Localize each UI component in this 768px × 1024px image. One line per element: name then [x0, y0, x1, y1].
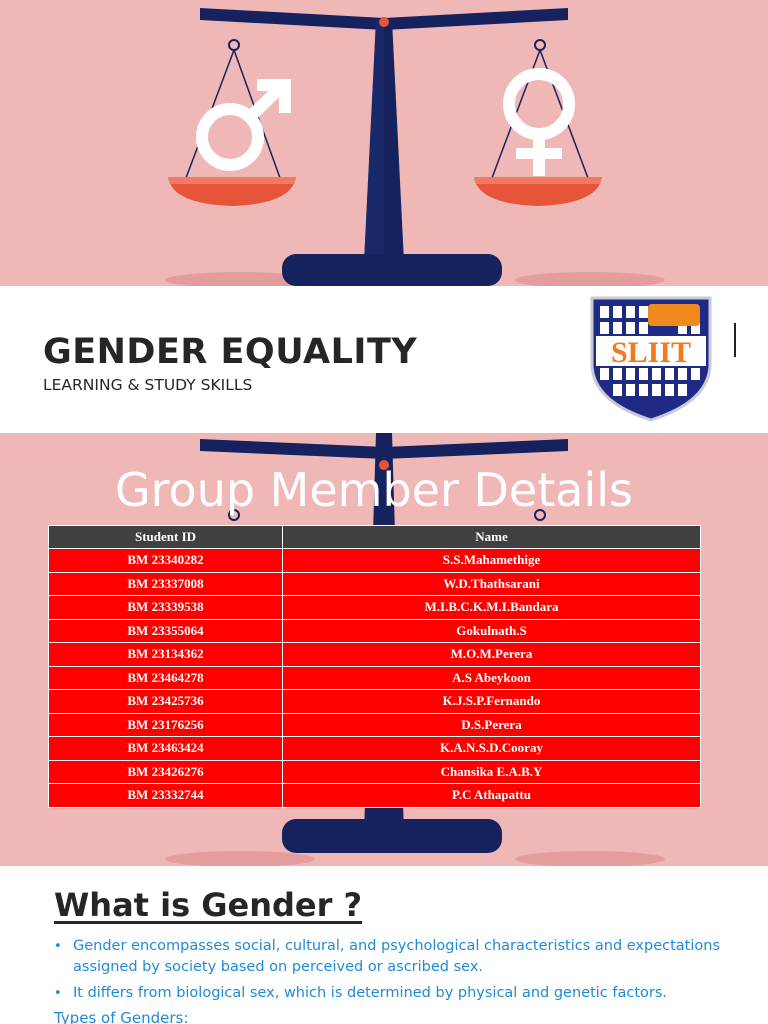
student-id-cell: BM 23355064 [48, 618, 283, 643]
student-id-cell: BM 23340282 [48, 548, 283, 573]
student-id-cell: BM 23425736 [48, 689, 283, 714]
bullet-dot-icon: • [54, 939, 62, 954]
table-row: BM 23134362 M.O.M.Perera [48, 642, 701, 667]
student-id-cell: BM 23463424 [48, 736, 283, 761]
table-header-row: Student ID Name [48, 525, 701, 549]
text-cursor-mark [734, 323, 736, 357]
types-of-genders-heading: Types of Genders: [54, 1009, 189, 1024]
scale-pan-left [168, 177, 296, 206]
student-name-cell: M.O.M.Perera [282, 642, 701, 667]
what-is-gender-slide: What is Gender ? • Gender encompasses soc… [0, 866, 768, 1024]
student-name-cell: K.J.S.P.Fernando [282, 689, 701, 714]
presentation-title: GENDER EQUALITY [43, 332, 418, 372]
scale-base [282, 254, 502, 286]
scale-pivot [379, 17, 389, 27]
table-row: BM 23426276 Chansika E.A.B.Y [48, 759, 701, 784]
student-name-cell: M.I.B.C.K.M.I.Bandara [282, 595, 701, 620]
bullet-text: It differs from biological sex, which is… [73, 985, 668, 1001]
logo-lion-emblem [648, 304, 700, 326]
floor-shadow-right [515, 272, 665, 286]
student-id-cell: BM 23426276 [48, 759, 283, 784]
student-id-cell: BM 23134362 [48, 642, 283, 667]
student-id-cell: BM 23337008 [48, 571, 283, 596]
student-name-cell: Chansika E.A.B.Y [282, 759, 701, 784]
table-row: BM 23355064 Gokulnath.S [48, 618, 701, 643]
hero-banner [0, 0, 768, 286]
scale-pan-right [474, 177, 602, 206]
male-symbol-icon [196, 79, 291, 171]
slide-title: Group Member Details [115, 463, 633, 517]
logo-text: SLIIT [611, 336, 691, 369]
student-name-cell: W.D.Thathsarani [282, 571, 701, 596]
presentation-subtitle: LEARNING & STUDY SKILLS [43, 376, 253, 394]
student-name-cell: S.S.Mahamethige [282, 548, 701, 573]
female-symbol-icon [503, 68, 575, 176]
slide-title: What is Gender ? [54, 886, 363, 924]
table-row: BM 23340282 S.S.Mahamethige [48, 548, 701, 573]
bullet-list: • Gender encompasses social, cultural, an… [54, 936, 744, 1009]
table-row: BM 23339538 M.I.B.C.K.M.I.Bandara [48, 595, 701, 620]
table-row: BM 23425736 K.J.S.P.Fernando [48, 689, 701, 714]
student-name-cell: A.S Abeykoon [282, 665, 701, 690]
table-row: BM 23463424 K.A.N.S.D.Cooray [48, 736, 701, 761]
group-members-slide: Group Member Details Student ID Name BM … [0, 433, 768, 866]
group-members-table: Student ID Name BM 23340282 S.S.Mahamethi… [48, 525, 701, 808]
student-name-cell: P.C Athapattu [282, 783, 701, 808]
student-id-cell: BM 23464278 [48, 665, 283, 690]
bullet-item: • Gender encompasses social, cultural, an… [54, 936, 744, 978]
table-row: BM 23337008 W.D.Thathsarani [48, 571, 701, 596]
table-row: BM 23464278 A.S Abeykoon [48, 665, 701, 690]
bullet-text: Gender encompasses social, cultural, and… [73, 938, 721, 975]
student-name-cell: K.A.N.S.D.Cooray [282, 736, 701, 761]
bullet-item: • It differs from biological sex, which i… [54, 983, 744, 1004]
student-id-cell: BM 23176256 [48, 712, 283, 737]
table-row: BM 23332744 P.C Athapattu [48, 783, 701, 808]
student-id-cell: BM 23339538 [48, 595, 283, 620]
column-header-student-id: Student ID [48, 525, 283, 549]
sliit-logo: SLIIT [590, 296, 712, 422]
balance-scale-icon [165, 8, 665, 286]
floor-shadow-left [165, 272, 315, 286]
table-row: BM 23176256 D.S.Perera [48, 712, 701, 737]
student-name-cell: Gokulnath.S [282, 618, 701, 643]
bullet-dot-icon: • [54, 986, 62, 1001]
student-name-cell: D.S.Perera [282, 712, 701, 737]
student-id-cell: BM 23332744 [48, 783, 283, 808]
column-header-name: Name [282, 525, 701, 549]
